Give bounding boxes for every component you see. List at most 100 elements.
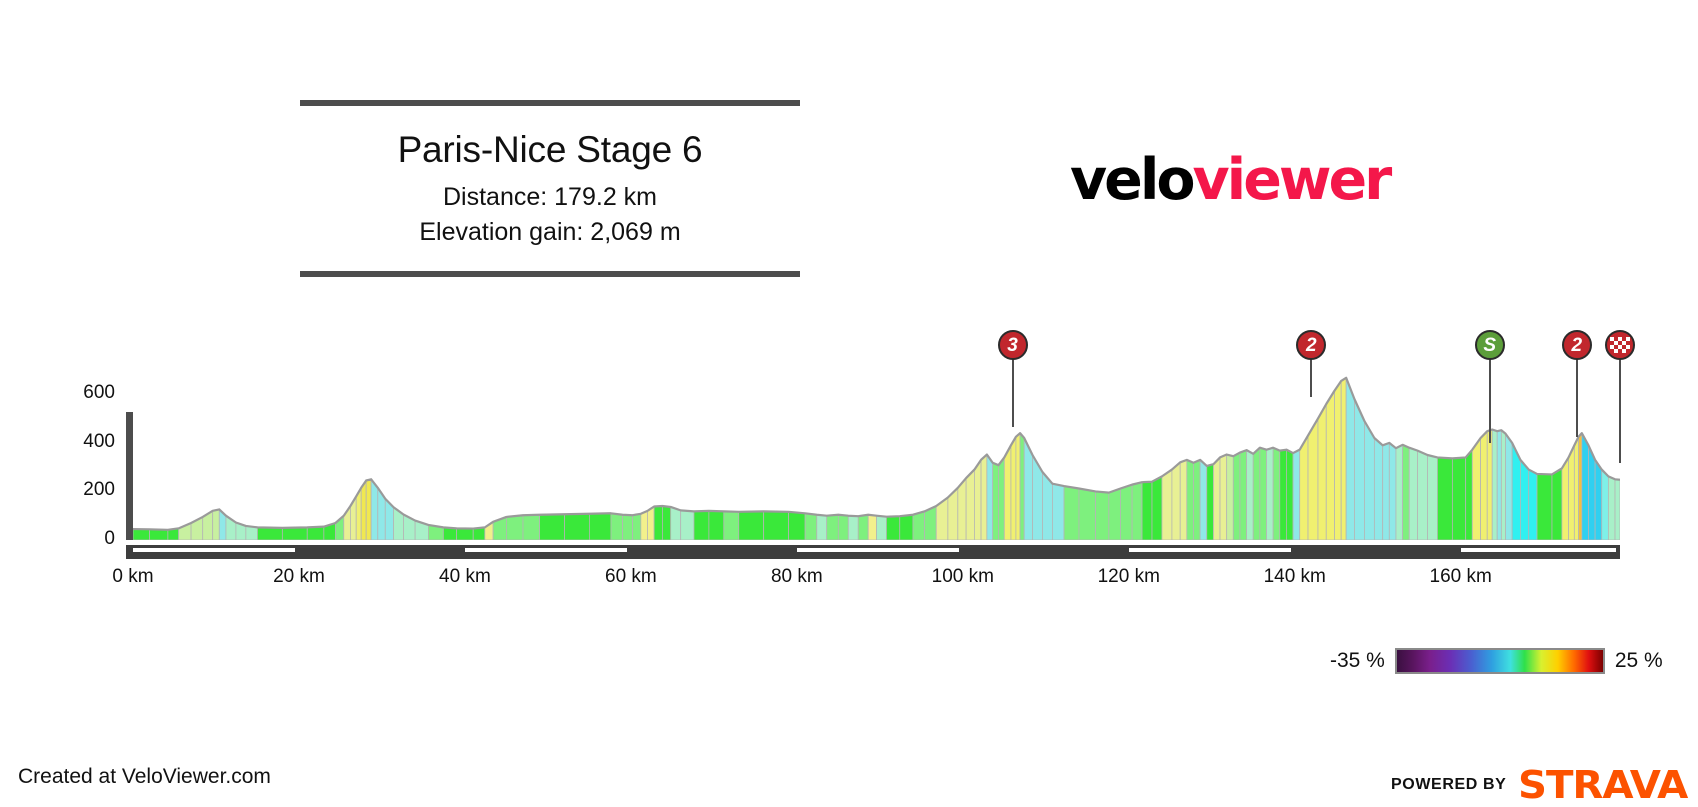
elevation-band bbox=[1272, 447, 1281, 540]
marker-label: 2 bbox=[1571, 334, 1583, 356]
elevation-band bbox=[965, 468, 975, 540]
y-tick-label: 600 bbox=[83, 382, 115, 404]
elevation-band bbox=[1212, 456, 1221, 540]
elevation-band bbox=[360, 479, 367, 540]
marker-climb-cat3-106km[interactable]: 3 bbox=[997, 330, 1028, 427]
elevation-band bbox=[1307, 417, 1319, 540]
elevation-band bbox=[588, 512, 612, 540]
elevation-band bbox=[788, 511, 806, 540]
elevation-band bbox=[1578, 432, 1583, 540]
elevation-area-svg bbox=[133, 376, 1620, 540]
elevation-band bbox=[1573, 436, 1579, 540]
x-tick-label: 80 km bbox=[770, 566, 823, 587]
y-axis-labels: 0 200 400 600 bbox=[55, 330, 115, 550]
elevation-band bbox=[539, 513, 565, 540]
elevation-band bbox=[1395, 444, 1403, 540]
logo-viewer-text: viewer bbox=[1192, 147, 1393, 213]
elevation-band bbox=[974, 458, 982, 540]
elevation-band bbox=[899, 514, 914, 540]
climb-category-badge: 2 bbox=[1561, 330, 1592, 360]
elevation-band bbox=[670, 506, 682, 540]
elevation-band bbox=[622, 514, 633, 540]
elevation-band bbox=[1171, 461, 1181, 540]
elevation-band bbox=[1232, 451, 1241, 540]
elevation-band bbox=[1179, 459, 1188, 540]
elevation-band bbox=[804, 512, 818, 540]
elevation-band bbox=[857, 514, 869, 540]
x-axis-segment bbox=[1460, 548, 1616, 552]
elevation-band bbox=[708, 510, 725, 540]
climb-category-badge: 3 bbox=[997, 330, 1028, 360]
marker-climb-cat2-174km[interactable]: 2 bbox=[1561, 330, 1592, 437]
footer-credit: Created at VeloViewer.com bbox=[18, 765, 271, 788]
elevation-band bbox=[998, 456, 1005, 540]
elevation-band bbox=[1325, 389, 1335, 540]
x-tick-label: 120 km bbox=[1097, 566, 1160, 587]
elevation-band bbox=[1186, 459, 1194, 540]
x-axis-segment bbox=[133, 548, 295, 552]
elevation-band bbox=[1536, 473, 1553, 540]
powered-by-label: POWERED BY bbox=[1391, 776, 1507, 793]
elevation-band bbox=[1095, 490, 1110, 540]
elevation-band bbox=[1402, 444, 1410, 540]
elevation-band bbox=[1486, 428, 1493, 540]
elevation-band bbox=[886, 515, 901, 540]
elevation-band bbox=[1052, 483, 1065, 540]
marker-label: 3 bbox=[1007, 334, 1018, 356]
elevation-band bbox=[281, 526, 308, 540]
elevation-band bbox=[1108, 487, 1121, 540]
elevation-band bbox=[680, 509, 695, 540]
elevation-band bbox=[816, 514, 828, 540]
elevation-profile-chart: 0 200 400 600 0 km 20 km 40 km 60 km 80 km 100 k… bbox=[0, 330, 1698, 587]
elevation-band bbox=[912, 510, 926, 540]
elevation-band bbox=[1561, 455, 1569, 540]
elevation-band bbox=[826, 514, 839, 540]
elevation-band bbox=[980, 453, 988, 540]
title-rule-top bbox=[300, 100, 800, 106]
marker-label: 2 bbox=[1306, 334, 1317, 356]
x-tick-label: 100 km bbox=[931, 566, 994, 587]
marker-climb-cat2-142km[interactable]: 2 bbox=[1296, 330, 1327, 397]
x-tick-label: 0 km bbox=[112, 566, 154, 587]
x-axis-labels: 0 km 20 km 40 km 60 km 80 km 100 km 120 km 140 … bbox=[0, 566, 1698, 596]
x-tick-label: 60 km bbox=[605, 566, 657, 587]
elevation-band bbox=[1063, 485, 1080, 540]
elevation-band bbox=[653, 505, 663, 540]
elevation-band bbox=[1451, 456, 1467, 540]
legend-gradient-bar bbox=[1394, 648, 1605, 674]
marker-sprint-163km[interactable]: S bbox=[1474, 330, 1505, 443]
elevation-band bbox=[306, 526, 325, 540]
elevation-band bbox=[723, 510, 740, 540]
elevation-band bbox=[1594, 458, 1603, 540]
y-tick-label: 400 bbox=[83, 430, 115, 452]
distance-label: Distance: 179.2 km bbox=[443, 182, 657, 211]
elevation-band bbox=[522, 514, 541, 540]
title-block: Paris-Nice Stage 6 Distance: 179.2 km El… bbox=[300, 100, 800, 277]
elevation-band bbox=[1382, 442, 1390, 540]
x-tick-label: 20 km bbox=[273, 566, 325, 587]
marker-finish-179km[interactable] bbox=[1605, 330, 1635, 463]
elevation-band bbox=[1340, 377, 1347, 540]
x-axis-segment bbox=[1128, 548, 1291, 552]
elevation-band bbox=[1505, 432, 1513, 540]
climb-category-badge: 2 bbox=[1296, 330, 1327, 360]
elevation-band bbox=[365, 478, 372, 540]
elevation-band bbox=[1199, 458, 1208, 540]
elevation-band bbox=[149, 528, 169, 540]
elevation-band bbox=[632, 513, 642, 540]
elevation-band bbox=[1246, 449, 1254, 540]
elevation-gradient-bands bbox=[133, 377, 1620, 540]
elevation-band bbox=[763, 510, 789, 540]
elevation-band bbox=[738, 510, 765, 540]
gradient-legend: -35 % 25 % bbox=[1330, 648, 1663, 674]
elevation-band bbox=[1345, 377, 1355, 540]
x-axis-segment bbox=[796, 548, 959, 552]
elevation-band bbox=[1607, 475, 1616, 540]
elevation-band bbox=[986, 453, 994, 540]
elevation-band bbox=[1601, 468, 1609, 540]
strava-attribution: POWERED BY STRAVA bbox=[1391, 766, 1689, 804]
elevation-band bbox=[1252, 446, 1261, 540]
elevation-band bbox=[1437, 457, 1453, 540]
elevation-band bbox=[1279, 449, 1287, 540]
x-tick-label: 140 km bbox=[1263, 566, 1326, 587]
